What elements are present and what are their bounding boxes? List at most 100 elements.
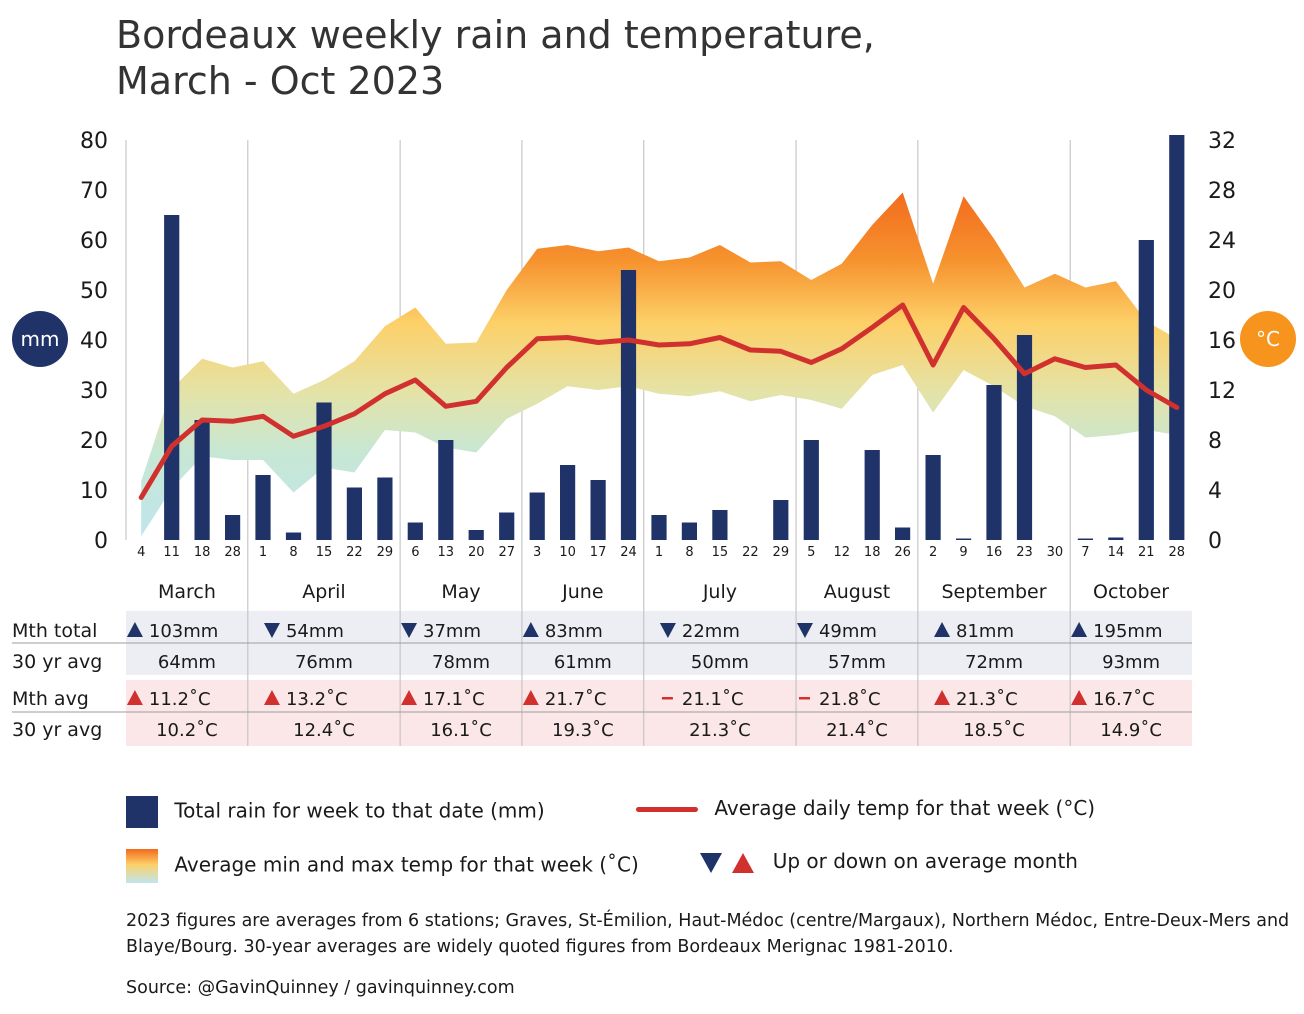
rain-bar — [164, 215, 180, 540]
rain-bar — [956, 538, 972, 540]
rain-bar — [620, 270, 637, 540]
up-triangle-icon — [263, 690, 280, 705]
right-axis-tick-label: 4 — [1208, 479, 1222, 504]
temp-30yr-avg: 18.5˚C — [963, 720, 1025, 741]
up-triangle-icon — [1071, 690, 1088, 705]
rain-bar — [407, 522, 423, 540]
x-tick-label: 5 — [807, 545, 815, 560]
x-tick-label: 3 — [533, 545, 541, 560]
x-tick-label: 30 — [1047, 545, 1064, 560]
rain-bar — [590, 480, 606, 540]
right-axis-tick-label: 0 — [1208, 529, 1222, 554]
x-tick-label: 14 — [1108, 545, 1125, 560]
right-axis-tick-label: 20 — [1208, 279, 1236, 304]
rain-30yr-avg: 72mm — [965, 652, 1023, 673]
rain-bar — [438, 440, 454, 540]
up-triangle-icon — [126, 622, 143, 637]
x-tick-label: 28 — [1168, 545, 1185, 560]
x-tick-label: 24 — [620, 545, 637, 560]
up-triangle-icon — [934, 690, 951, 705]
x-tick-label: 29 — [377, 545, 394, 560]
rain-bar — [773, 500, 789, 540]
rain-bar — [285, 532, 302, 540]
right-axis-tick-label: 8 — [1208, 429, 1222, 454]
temp-month-avg: 11.2˚C — [149, 689, 211, 710]
x-tick-label: 1 — [655, 545, 663, 560]
x-tick-label: 15 — [316, 545, 333, 560]
rain-bar — [986, 385, 1002, 540]
temp-month-avg: 13.2˚C — [286, 689, 348, 710]
up-triangle-icon — [401, 690, 418, 705]
left-axis-tick-label: 80 — [80, 129, 108, 154]
rain-month-total: 22mm — [682, 621, 740, 642]
rain-month-total: 54mm — [286, 621, 344, 642]
x-tick-label: 18 — [194, 545, 211, 560]
up-triangle-icon — [732, 852, 755, 873]
legend-updown-label: Up or down on average month — [772, 849, 1078, 873]
right-axis-tick-label: 28 — [1208, 179, 1236, 204]
left-axis-tick-label: 60 — [80, 229, 108, 254]
temp-month-avg: 21.3˚C — [956, 689, 1018, 710]
x-tick-label: 4 — [137, 545, 145, 560]
up-triangle-icon — [1071, 622, 1088, 637]
x-tick-label: 13 — [438, 545, 455, 560]
rain-30yr-avg: 93mm — [1102, 652, 1160, 673]
temp-month-avg: 21.8˚C — [819, 689, 881, 710]
table-row-label: Mth avg — [12, 688, 89, 710]
right-axis-tick-label: 12 — [1208, 379, 1236, 404]
rain-bar — [225, 515, 241, 540]
x-tick-label: 2 — [929, 545, 937, 560]
x-tick-label: 21 — [1138, 545, 1155, 560]
rain-30yr-avg: 76mm — [295, 652, 353, 673]
mm-badge-label: mm — [20, 327, 60, 351]
temp-table-bg — [126, 680, 1192, 746]
x-tick-label: 6 — [411, 545, 419, 560]
rain-bar — [803, 440, 819, 540]
rain-month-total: 37mm — [423, 621, 481, 642]
same-dash-icon — [798, 697, 810, 700]
rain-bar — [316, 402, 332, 540]
x-tick-label: 7 — [1081, 545, 1089, 560]
x-tick-label: 17 — [590, 545, 607, 560]
right-axis-tick-label: 32 — [1208, 129, 1236, 154]
x-tick-label: 11 — [163, 545, 180, 560]
rain-month-total: 81mm — [956, 621, 1014, 642]
rain-bar — [1169, 135, 1185, 540]
x-tick-label: 18 — [864, 545, 881, 560]
legend-rain-label: Total rain for week to that date (mm) — [174, 798, 545, 823]
footnote: 2023 figures are averages from 6 station… — [126, 911, 1290, 957]
temp-month-avg: 17.1˚C — [423, 689, 485, 710]
x-tick-label: 22 — [742, 545, 759, 560]
rain-month-total: 195mm — [1093, 621, 1162, 642]
legend-updown: Up or down on average month — [700, 849, 1078, 873]
temp-month-avg: 16.7˚C — [1093, 689, 1155, 710]
rain-30yr-avg: 61mm — [554, 652, 612, 673]
month-label: August — [824, 581, 891, 603]
band-swatch — [126, 849, 158, 883]
x-tick-label: 15 — [712, 545, 729, 560]
rain-30yr-avg: 50mm — [691, 652, 749, 673]
up-triangle-icon — [934, 622, 951, 637]
rain-bar — [925, 455, 941, 540]
down-triangle-icon — [796, 623, 813, 638]
x-tick-label: 9 — [959, 545, 967, 560]
x-tick-label: 27 — [498, 545, 515, 560]
rain-bar — [255, 475, 271, 540]
rain-bar — [651, 515, 667, 540]
x-tick-label: 29 — [773, 545, 790, 560]
title-line-2: March - Oct 2023 — [116, 59, 445, 103]
celsius-badge-label: °C — [1256, 327, 1280, 351]
rain-bar — [895, 527, 911, 540]
month-label: June — [561, 581, 603, 603]
rain-bar — [194, 420, 210, 540]
temp-month-avg: 21.7˚C — [545, 689, 607, 710]
temp-30yr-avg: 19.3˚C — [552, 720, 614, 741]
rain-month-total: 49mm — [819, 621, 877, 642]
rain-bar — [560, 465, 576, 540]
min-max-temp-band — [141, 192, 1177, 537]
left-axis-tick-label: 10 — [80, 479, 108, 504]
x-tick-label: 10 — [559, 545, 576, 560]
x-tick-label: 22 — [346, 545, 363, 560]
rain-month-total: 83mm — [545, 621, 603, 642]
